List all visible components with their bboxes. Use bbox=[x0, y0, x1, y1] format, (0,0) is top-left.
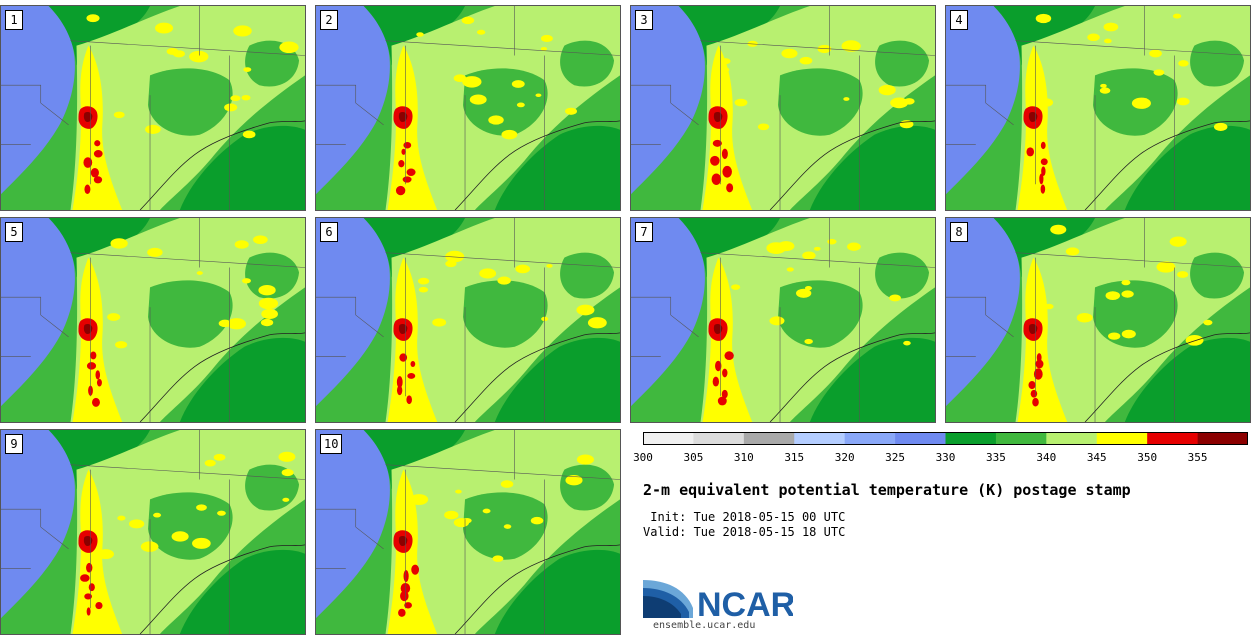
ensemble-member-panel: 10 bbox=[315, 429, 621, 635]
colorbar-tick-label: 345 bbox=[1086, 451, 1107, 464]
colorbar-tick-label: 355 bbox=[1187, 451, 1208, 464]
colorbar-tick-label: 350 bbox=[1137, 451, 1158, 464]
colorbar-swatch bbox=[1147, 432, 1198, 445]
ensemble-member-panel: 2 bbox=[315, 5, 621, 211]
ensemble-member-panel: 1 bbox=[0, 5, 306, 211]
colorbar-swatch bbox=[743, 432, 795, 445]
colorbar-swatch bbox=[995, 432, 1047, 445]
logo-url: ensemble.ucar.edu bbox=[653, 620, 756, 631]
colorbar-tick-label: 310 bbox=[733, 451, 754, 464]
colorbar-tick-label: 320 bbox=[834, 451, 855, 464]
ensemble-member-panel: 3 bbox=[630, 5, 936, 211]
colorbar-tick-label: 305 bbox=[683, 451, 704, 464]
member-label: 4 bbox=[950, 10, 968, 30]
member-label: 2 bbox=[320, 10, 338, 30]
colorbar-swatch bbox=[895, 432, 946, 445]
colorbar-tick-label: 340 bbox=[1036, 451, 1057, 464]
member-label: 10 bbox=[320, 434, 343, 454]
ensemble-member-panel: 7 bbox=[630, 217, 936, 423]
logo-text: NCAR bbox=[697, 586, 793, 622]
init-time: Init: Tue 2018-05-15 00 UTC bbox=[643, 510, 846, 524]
valid-time: Valid: Tue 2018-05-15 18 UTC bbox=[643, 525, 846, 539]
member-label: 7 bbox=[635, 222, 653, 242]
colorbar-swatch bbox=[1197, 432, 1248, 445]
chart-title: 2-m equivalent potential temperature (K)… bbox=[643, 481, 1131, 499]
ensemble-member-panel: 9 bbox=[0, 429, 306, 635]
colorbar-swatch bbox=[844, 432, 896, 445]
member-label: 9 bbox=[5, 434, 23, 454]
ensemble-member-panel: 8 bbox=[945, 217, 1251, 423]
member-label: 5 bbox=[5, 222, 23, 242]
colorbar-swatch bbox=[693, 432, 745, 445]
colorbar-swatch bbox=[1046, 432, 1098, 445]
colorbar-tick-label: 335 bbox=[985, 451, 1006, 464]
colorbar-tick-label: 315 bbox=[784, 451, 805, 464]
ensemble-member-panel: 4 bbox=[945, 5, 1251, 211]
member-label: 3 bbox=[635, 10, 653, 30]
ncar-logo: NCAR bbox=[643, 580, 793, 622]
colorbar-tick-label: 300 bbox=[633, 451, 653, 464]
member-label: 6 bbox=[320, 222, 338, 242]
ensemble-member-panel: 5 bbox=[0, 217, 306, 423]
colorbar-swatch bbox=[945, 432, 997, 445]
colorbar bbox=[643, 432, 1248, 445]
member-label: 8 bbox=[950, 222, 968, 242]
colorbar-tick-label: 330 bbox=[935, 451, 956, 464]
member-label: 1 bbox=[5, 10, 23, 30]
colorbar-tick-label: 325 bbox=[885, 451, 906, 464]
ensemble-member-panel: 6 bbox=[315, 217, 621, 423]
colorbar-swatch bbox=[643, 432, 694, 445]
colorbar-swatch bbox=[1096, 432, 1148, 445]
colorbar-swatch bbox=[794, 432, 845, 445]
